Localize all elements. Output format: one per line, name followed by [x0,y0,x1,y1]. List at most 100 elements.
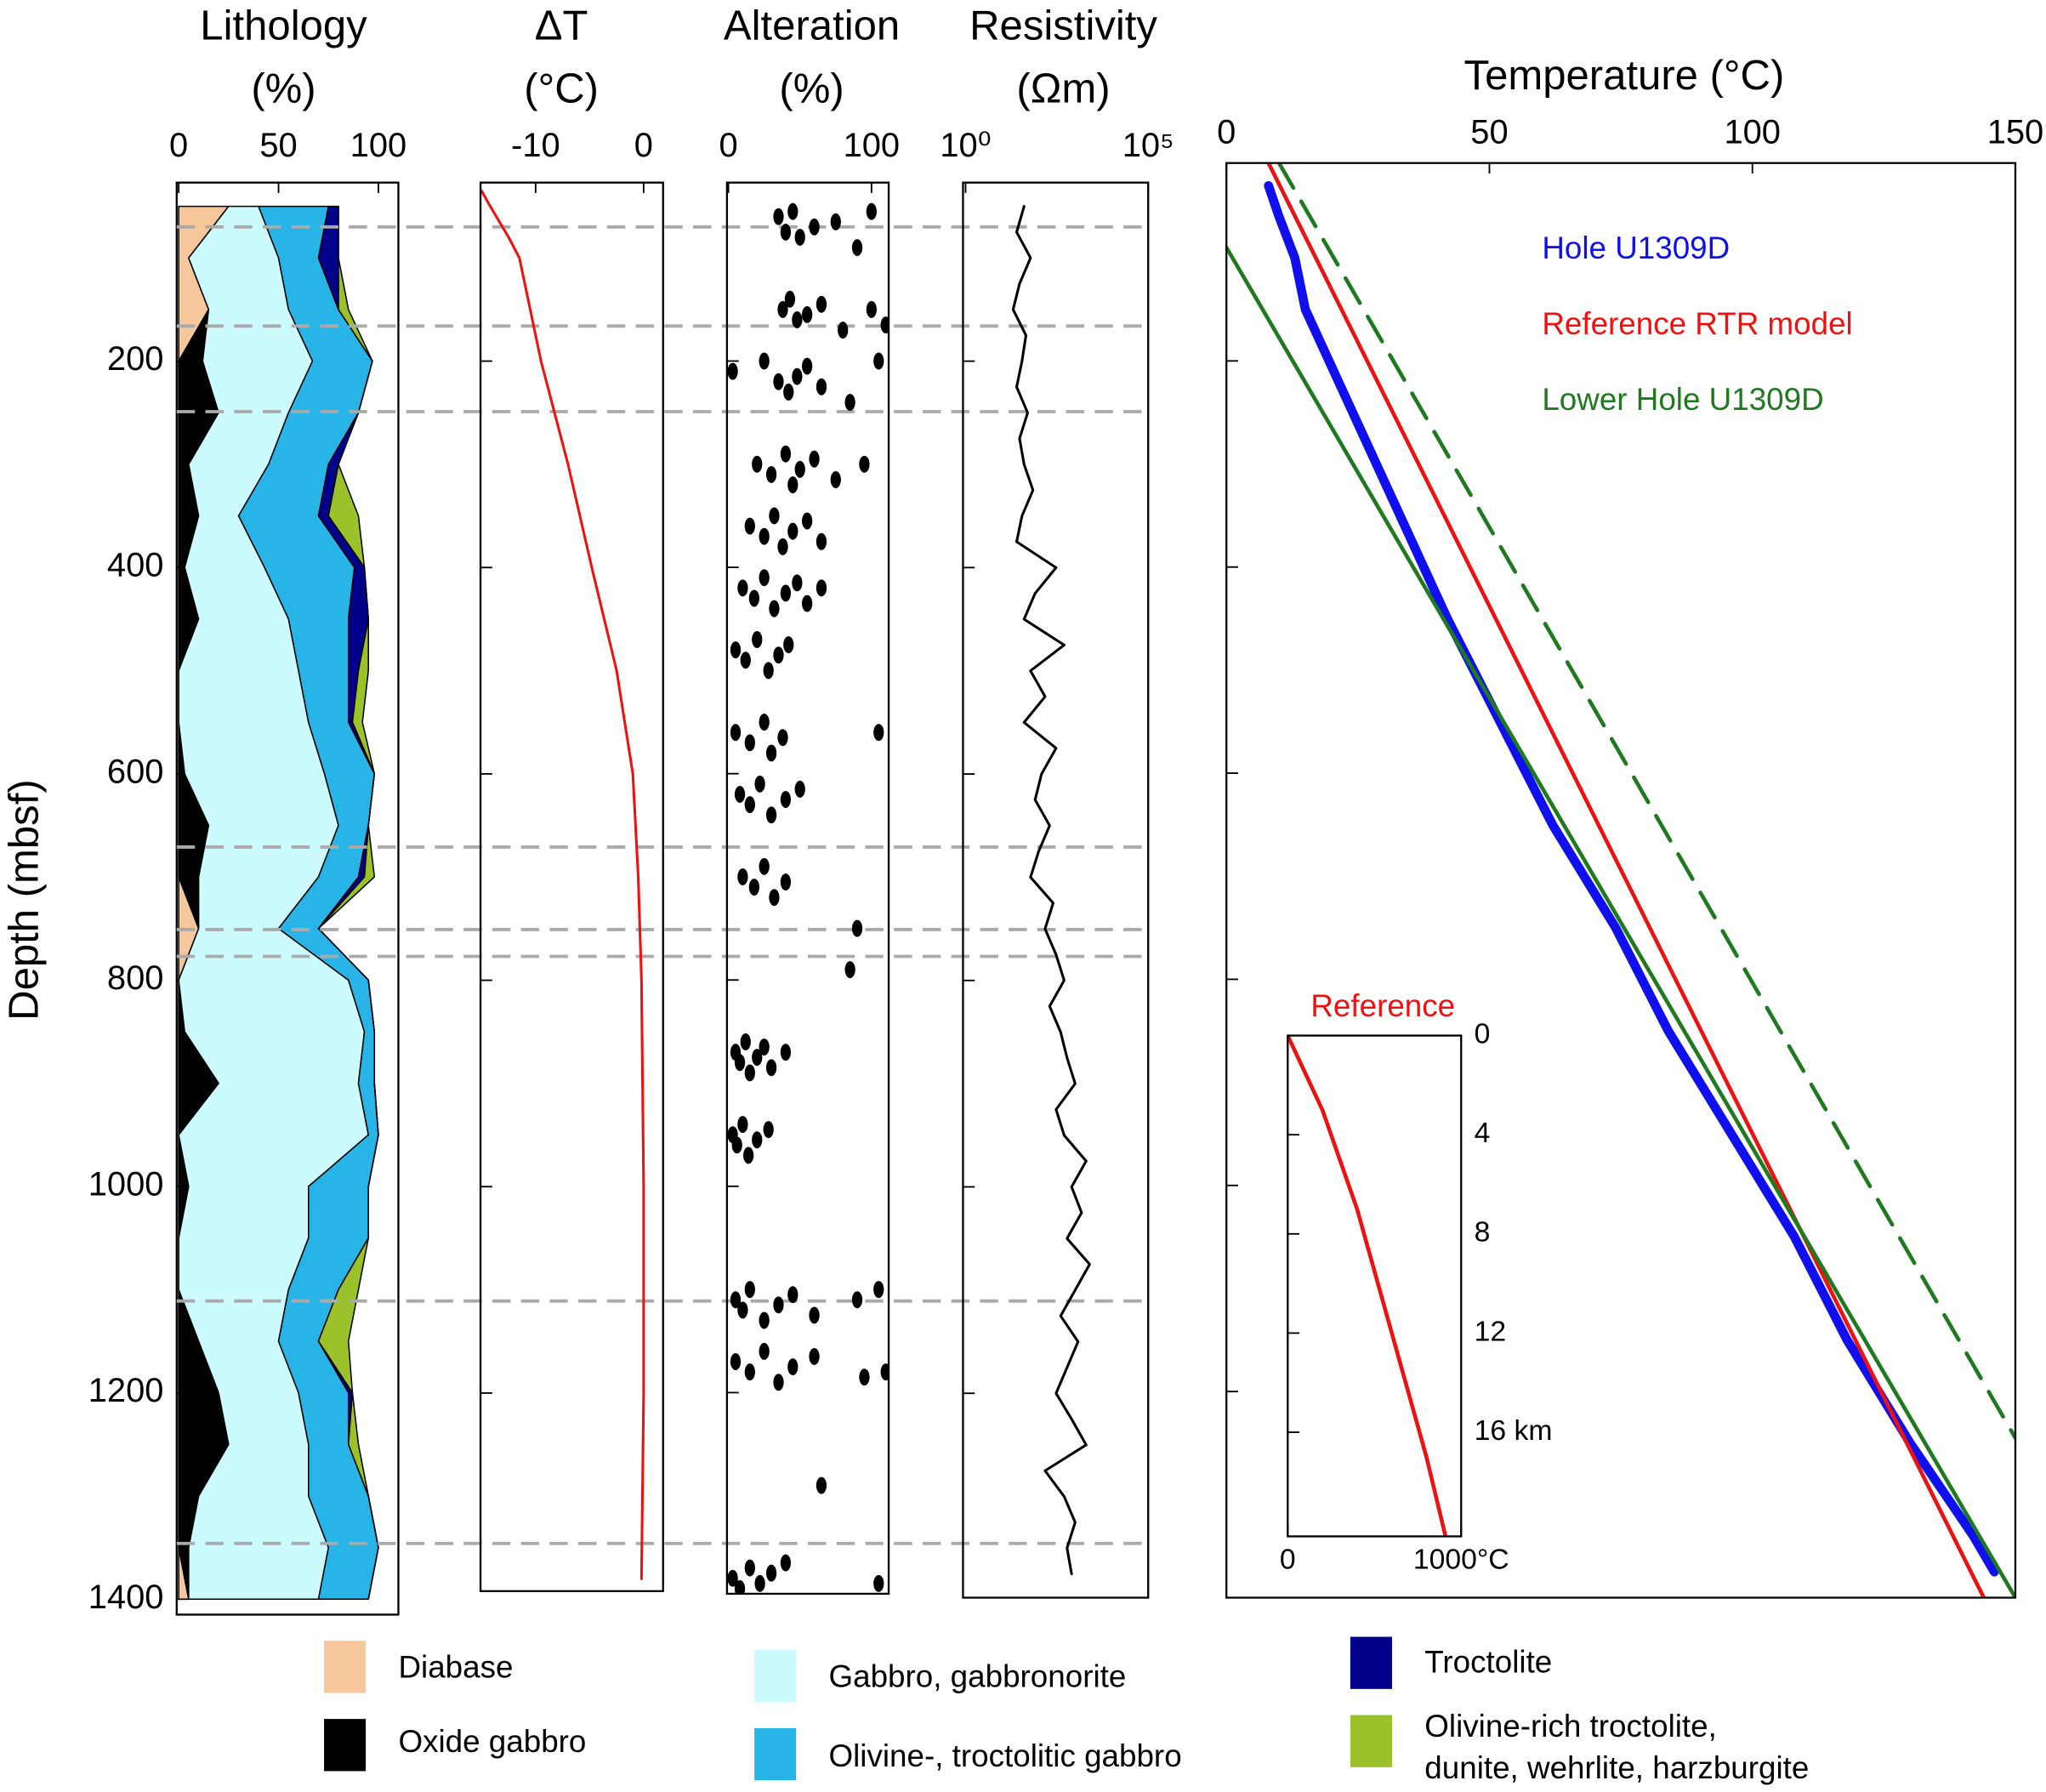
alteration-point [744,1281,755,1299]
x-tick-label: 0 [1280,1543,1296,1575]
alteration-point [759,569,770,587]
alteration-point [851,239,863,257]
legend-label: Reference RTR model [1542,306,1852,341]
y-tick-label: 1000 [88,1166,164,1203]
alteration-point [744,734,755,752]
alteration-point [873,352,884,370]
alteration-point [859,455,870,473]
legend-label: Olivine-, troctolitic gabbro [829,1738,1182,1773]
profile-line [1287,1035,1448,1537]
alteration-point [851,1291,863,1309]
alteration-point [765,1564,777,1582]
legend-swatch [754,1649,797,1703]
alteration-point [802,512,813,530]
panel-title: Lithology (%) [200,3,367,112]
panel-frame [725,181,890,1596]
alteration-point [859,1368,870,1386]
alteration-point [759,527,770,545]
profile-line [1276,162,2015,1440]
alteration-point [773,646,784,664]
alteration-point [737,1116,748,1134]
alteration-point [759,1311,770,1329]
legend-label: Gabbro, gabbronorite [829,1658,1127,1693]
x-tick-label: 100 [350,127,407,164]
alteration-point [759,714,770,731]
alteration-point [752,455,763,473]
alteration-point [866,300,877,318]
y-tick-label: 800 [107,959,164,997]
alteration-point [727,1569,738,1587]
alteration-point [744,796,755,814]
y-tick-label: 12 [1475,1315,1507,1347]
legend-swatch [324,1641,367,1693]
alteration-point [873,1281,884,1299]
alteration-point [731,1136,742,1154]
alteration-point [763,1121,774,1139]
alteration-point [880,316,889,334]
alteration-point [780,1554,792,1572]
alteration-point [780,445,792,463]
panel: Resistivity (Ωm) 10⁰ 10⁵ [940,3,1174,1599]
alteration-point [744,1363,755,1381]
legend-label: Troctolite [1424,1644,1552,1679]
alteration-point [752,1049,763,1067]
profile-line [1264,180,1999,1577]
legend-swatch [1350,1636,1392,1689]
marks [1011,205,1091,1576]
alteration-point [773,1374,784,1391]
alteration-point [780,1044,792,1061]
alteration-point [740,1033,751,1050]
alteration-point [780,791,792,808]
profile-line [1266,162,1986,1598]
x-tick-label: -10 [511,127,560,164]
alteration-point [743,1146,754,1164]
panel-frame [1287,1034,1463,1538]
alteration-point [816,579,827,597]
alteration-point [787,1286,799,1304]
alteration-point [844,961,855,979]
legend-swatch [1350,1715,1392,1767]
alteration-point [873,724,884,742]
alteration-point [752,631,763,648]
legend-swatch [324,1719,367,1772]
alteration-point [744,517,755,535]
legend-label: Lower Hole U1309D [1542,382,1823,417]
alteration-point [769,889,780,907]
y-tick-label: 16 km [1475,1414,1553,1447]
panel-title: Reference [1310,988,1455,1023]
x-tick-label: 100 [844,127,901,164]
alteration-point [730,1353,742,1370]
x-tick-label: 50 [1470,113,1508,151]
alteration-point [730,1291,742,1309]
alteration-point [765,806,777,824]
panel-title: ΔT (°C) [524,3,599,112]
alteration-point [880,1363,889,1381]
alteration-point [787,1358,799,1376]
alteration-point [727,362,738,380]
alteration-point [752,1131,763,1149]
panel: Lithology (%) 0 50 100 200 400 600 800 1000 1200 14… [1,3,406,1616]
alteration-point [734,785,746,803]
x-tick-label: 50 [259,127,297,164]
alteration-point [769,600,780,617]
alteration-point [816,1476,827,1494]
y-tick-label: 1200 [88,1372,164,1409]
alteration-point [794,780,805,798]
panel-frame [962,181,1150,1599]
alteration-point [759,1342,770,1360]
alteration-point [765,1059,777,1077]
alteration-point [769,507,780,525]
alteration-point [759,857,770,875]
profile-line [480,189,645,1580]
alteration-point [777,538,788,555]
alteration-point [866,202,877,220]
panel-frame [479,181,664,1592]
panel-title: Resistivity (Ωm) [969,3,1157,112]
alteration-point [802,594,813,612]
alteration-point [794,460,805,478]
alteration-point [802,357,813,375]
alteration-point [851,919,863,937]
alteration-point [759,352,770,370]
